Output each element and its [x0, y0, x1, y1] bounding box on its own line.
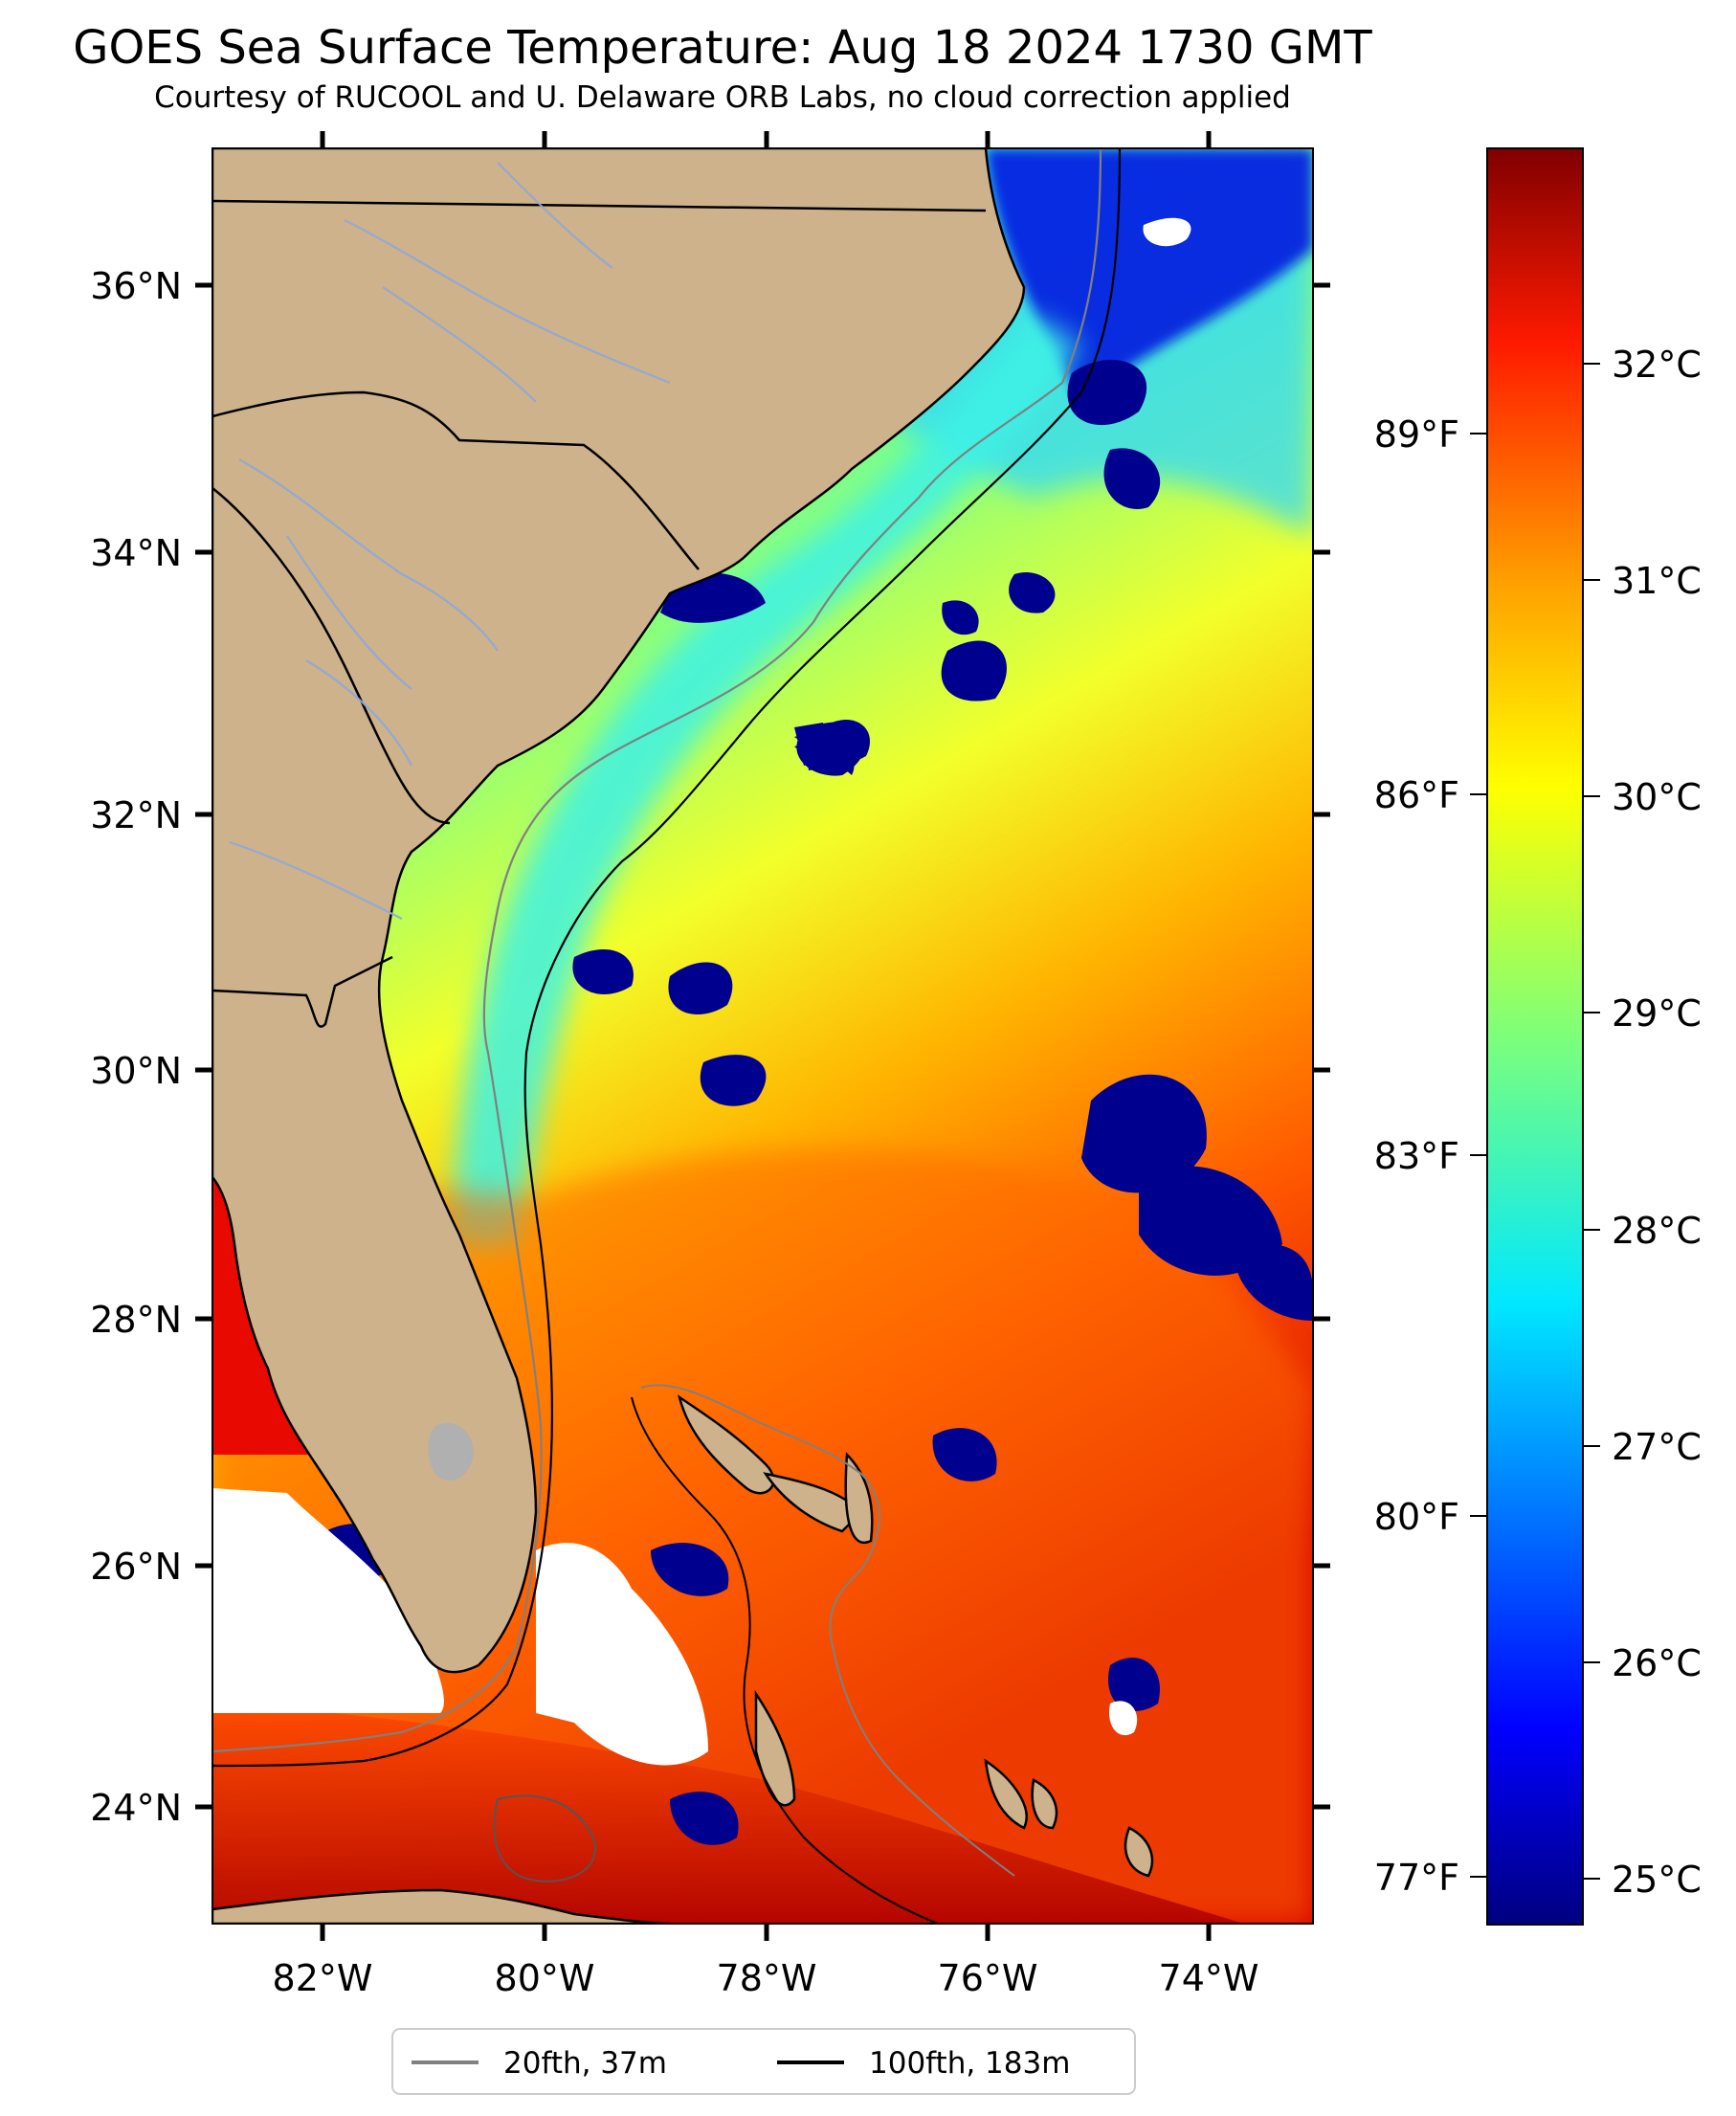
f-label-86: 86°F: [1374, 774, 1459, 816]
colorbar-ticks: [1583, 363, 1600, 1880]
isobath-100fth: [212, 148, 1122, 1768]
lon-label-74: 74°W: [1159, 1957, 1259, 1999]
sst-map-area: [212, 148, 1313, 1924]
c-label-31: 31°C: [1612, 560, 1702, 602]
lat-label-34: 34°N: [90, 532, 182, 574]
lon-label-78: 78°W: [717, 1957, 817, 1999]
latitude-ticks: [195, 282, 1330, 1810]
legend-box: [391, 2028, 1136, 2095]
latitude-labels: 36°N 34°N 32°N 30°N 28°N 26°N 24°N: [90, 265, 182, 1829]
cloud-mask-regions: [212, 217, 1191, 1766]
f-label-83: 83°F: [1374, 1135, 1459, 1177]
f-label-80: 80°F: [1374, 1496, 1459, 1538]
c-label-27: 27°C: [1612, 1426, 1702, 1468]
c-label-29: 29°C: [1612, 992, 1702, 1035]
land-cuba: [212, 1888, 671, 1924]
fahrenheit-scale: 89°F 86°F 83°F 80°F 77°F: [1374, 413, 1487, 1899]
rivers: [229, 162, 671, 920]
c-label-32: 32°C: [1612, 344, 1702, 386]
state-boundaries: [212, 199, 987, 1028]
lake-okeechobee: [428, 1422, 474, 1481]
isobaths: [212, 148, 1122, 1924]
f-label-77: 77°F: [1374, 1857, 1459, 1899]
lat-label-24: 24°N: [90, 1787, 182, 1829]
c-label-25: 25°C: [1612, 1859, 1702, 1901]
map-title: GOES Sea Surface Temperature: Aug 18 202…: [73, 21, 1372, 75]
longitude-labels: 82°W 80°W 78°W 76°W 74°W: [273, 1957, 1259, 1999]
lon-label-82: 82°W: [273, 1957, 373, 1999]
legend-label-20fth: 20fth, 37m: [503, 2046, 667, 2081]
lon-label-80: 80°W: [495, 1957, 595, 1999]
f-label-89: 89°F: [1374, 413, 1459, 456]
lon-label-76: 76°W: [938, 1957, 1038, 1999]
isobath-20fth: [212, 148, 1102, 1753]
c-label-26: 26°C: [1612, 1642, 1702, 1684]
legend-label-100fth: 100fth, 183m: [869, 2046, 1070, 2081]
lat-label-26: 26°N: [90, 1546, 182, 1588]
c-label-30: 30°C: [1612, 776, 1702, 818]
lat-label-32: 32°N: [90, 794, 182, 836]
colorbar: [1486, 147, 1584, 1926]
lat-label-28: 28°N: [90, 1299, 182, 1341]
land-southeast-us: [212, 148, 1026, 1674]
bahamas-islands: [678, 1394, 1154, 1878]
isobath-legend: 20fth, 37m 100fth, 183m: [391, 2028, 1136, 2095]
lat-label-36: 36°N: [90, 265, 182, 307]
colorbar-labels: 32°C 31°C 30°C 29°C 28°C 27°C 26°C 25°C: [1612, 344, 1702, 1901]
map-subtitle: Courtesy of RUCOOL and U. Delaware ORB L…: [154, 80, 1291, 115]
c-label-28: 28°C: [1612, 1210, 1702, 1252]
longitude-ticks: [320, 131, 1212, 1941]
map-frame: [211, 147, 1314, 1925]
lat-label-30: 30°N: [90, 1050, 182, 1092]
